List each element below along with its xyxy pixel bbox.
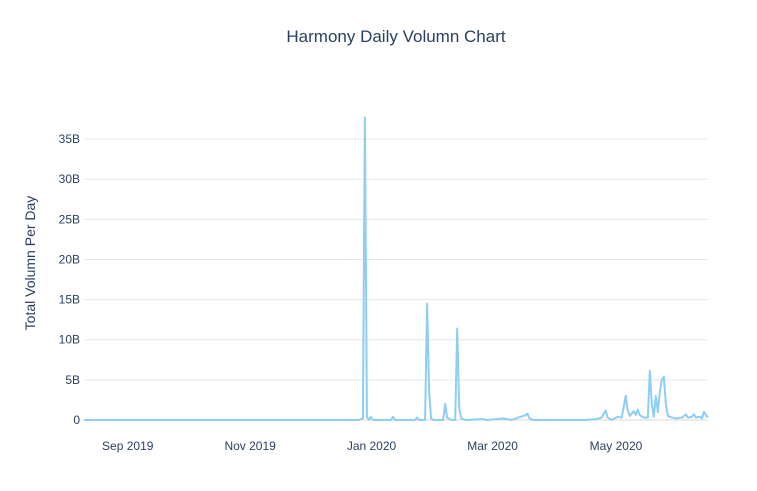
plot-area <box>84 116 709 421</box>
x-tick-label: Mar 2020 <box>467 439 518 453</box>
y-tick-label: 20B <box>59 252 80 266</box>
x-tick-label: Jan 2020 <box>347 439 397 453</box>
series-line <box>84 116 709 421</box>
y-axis-label: Total Volumn Per Day <box>22 196 38 331</box>
x-tick-label: May 2020 <box>590 439 643 453</box>
y-tick-label: 5B <box>65 373 80 387</box>
y-tick-label: 0 <box>73 413 80 427</box>
y-tick-label: 30B <box>59 172 80 186</box>
x-tick-label: Sep 2019 <box>102 439 154 453</box>
x-tick-label: Nov 2019 <box>224 439 276 453</box>
grid-layer <box>84 138 708 421</box>
y-tick-label: 10B <box>59 333 80 347</box>
x-axis-ticks: Sep 2019 Nov 2019 Jan 2020 Mar 2020 May 2020 <box>102 439 643 453</box>
chart-title: Harmony Daily Volumn Chart <box>286 27 505 46</box>
y-tick-label: 35B <box>59 132 80 146</box>
y-tick-label: 15B <box>59 293 80 307</box>
y-axis-ticks: 0 5B 10B 15B 20B 25B 30B 35B <box>59 132 81 427</box>
y-tick-label: 25B <box>59 212 80 226</box>
